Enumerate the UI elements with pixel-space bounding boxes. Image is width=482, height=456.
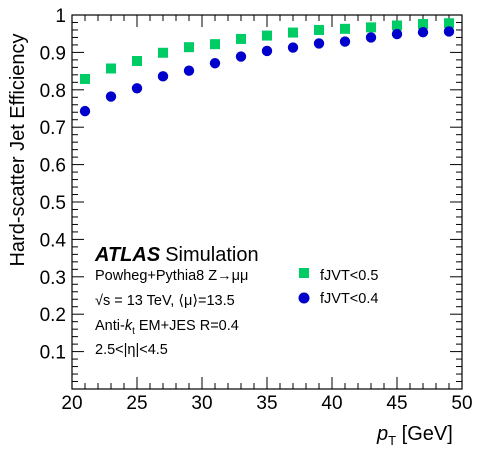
point-fjvt04 [288,42,298,52]
annotation-eta: 2.5<|η|<4.5 [95,342,168,358]
x-axis-title-main: p [376,423,388,445]
point-fjvt04 [236,51,246,61]
simulation-word: Simulation [165,244,258,266]
point-fjvt05 [210,39,220,49]
point-fjvt05 [314,25,324,35]
point-fjvt04 [158,71,168,81]
point-fjvt04 [366,32,376,42]
y-tick-label: 0.6 [40,156,66,177]
point-fjvt05 [184,42,194,52]
annotation-jets-suffix: EM+JES R=0.4 [135,318,239,334]
point-fjvt05 [262,31,272,41]
x-tick-label: 50 [451,393,472,414]
legend-marker-fjvt04 [299,293,310,304]
point-fjvt04 [262,46,272,56]
point-fjvt05 [106,63,116,73]
point-fjvt05 [158,48,168,58]
point-fjvt04 [184,66,194,76]
x-tick-label: 20 [61,393,82,414]
x-tick-label: 40 [321,393,342,414]
x-tick-label: 35 [256,393,277,414]
data-points [80,18,454,116]
x-tick-label: 45 [386,393,407,414]
y-tick-label: 0.9 [40,43,66,64]
y-tick-label: 1 [55,6,66,27]
y-tick-label: 0.7 [40,118,66,139]
legend-label-fjvt04: fJVT<0.4 [320,291,378,307]
y-tick-label: 0.2 [40,305,66,326]
annotation-energy: √s = 13 TeV, ⟨μ⟩=13.5 [95,293,235,309]
y-tick-label: 0.1 [40,343,66,364]
point-fjvt05 [366,22,376,32]
y-axis-title: Hard-scatter Jet Efficiency [7,33,29,266]
point-fjvt05 [340,24,350,34]
legend: fJVT<0.5 fJVT<0.4 [299,268,379,307]
annotation-jets: Anti-kt EM+JES R=0.4 [95,318,239,337]
y-tick-label: 0.8 [40,81,66,102]
point-fjvt04 [80,106,90,116]
x-axis-title-unit: [GeV] [396,423,453,445]
atlas-label: ATLAS Simulation [94,244,259,266]
point-fjvt04 [210,58,220,68]
point-fjvt04 [314,38,324,48]
x-tick-label: 30 [191,393,212,414]
legend-marker-fjvt05 [299,268,309,278]
atlas-wordmark: ATLAS [94,244,161,266]
y-tick-label: 0.5 [40,193,66,214]
point-fjvt05 [236,34,246,44]
point-fjvt04 [392,29,402,39]
annotation-jets-prefix: Anti- [95,318,125,334]
y-tick-label: 0.3 [40,268,66,289]
point-fjvt04 [444,26,454,36]
x-axis-title: pT [GeV] [376,423,453,448]
x-axis-title-sub: T [388,433,396,448]
annotation-generator: Powheg+Pythia8 Z→μμ [95,268,248,284]
x-tick-label: 25 [126,393,147,414]
legend-label-fjvt05: fJVT<0.5 [320,268,378,284]
point-fjvt04 [106,91,116,101]
point-fjvt04 [340,36,350,46]
point-fjvt05 [80,74,90,84]
point-fjvt05 [132,56,142,66]
point-fjvt04 [132,83,142,93]
point-fjvt05 [288,28,298,38]
point-fjvt04 [418,27,428,37]
y-tick-label: 0.4 [40,230,67,251]
